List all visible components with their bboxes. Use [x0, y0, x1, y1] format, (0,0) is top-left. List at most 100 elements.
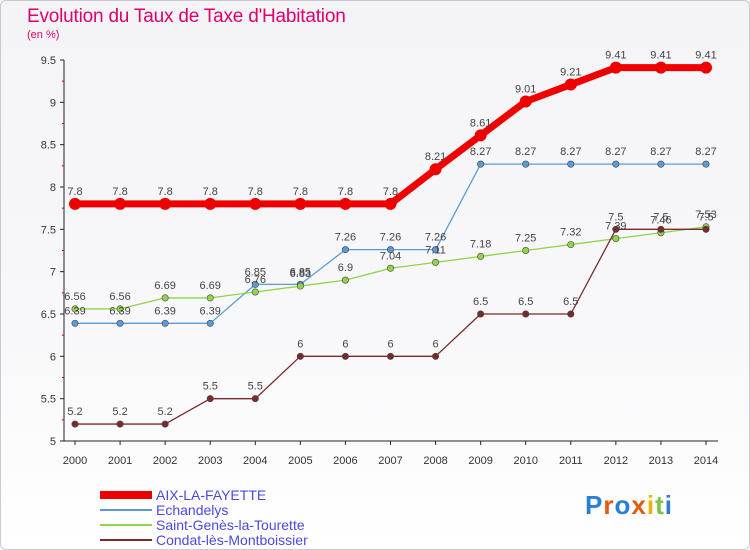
data-point [609, 61, 622, 74]
logo-letter: o [614, 490, 632, 520]
data-label: 7.8 [157, 186, 172, 198]
data-label: 7.8 [67, 186, 82, 198]
data-point [432, 258, 440, 266]
x-tick-label: 2006 [333, 455, 357, 467]
data-point [116, 305, 124, 313]
data-point [386, 246, 394, 254]
series-3 [71, 225, 710, 428]
series-1 [71, 160, 710, 327]
data-point [522, 310, 530, 318]
data-label: 6.69 [154, 280, 175, 292]
data-point [69, 197, 81, 210]
data-label: 7.5 [653, 211, 668, 223]
x-tick-label: 2007 [378, 455, 402, 467]
data-point [612, 235, 620, 243]
data-point [114, 197, 127, 210]
data-point [206, 319, 214, 327]
y-tick-label: 5.5 [41, 394, 56, 406]
data-point [339, 197, 352, 210]
data-point [567, 310, 575, 318]
x-tick-label: 2001 [108, 455, 132, 467]
data-label: 7.04 [380, 250, 401, 262]
data-label: 7.26 [335, 232, 356, 244]
legend-label: AIX-LA-FAYETTE [156, 487, 266, 503]
logo-letter: i [646, 490, 656, 520]
data-point [432, 246, 440, 254]
data-label: 7.8 [338, 186, 353, 198]
data-label: 7.8 [248, 186, 263, 198]
data-label: 6 [387, 338, 393, 350]
data-label: 8.21 [425, 151, 446, 163]
data-label: 6 [297, 338, 303, 350]
data-point [654, 61, 667, 74]
data-point [116, 319, 124, 327]
x-tick-label: 2008 [423, 455, 447, 467]
data-label: 5.2 [112, 406, 127, 418]
data-label: 6.5 [473, 296, 488, 308]
data-label: 8.61 [470, 117, 491, 129]
y-tick-label: 7 [50, 267, 56, 279]
data-label: 6.85 [245, 266, 266, 278]
data-label: 7.32 [560, 227, 581, 239]
data-label: 7.5 [608, 211, 623, 223]
data-point [296, 352, 304, 360]
x-tick-label: 2005 [288, 455, 312, 467]
x-tick-label: 2012 [604, 455, 628, 467]
logo-letter: i [664, 490, 673, 520]
data-label: 6 [342, 338, 348, 350]
data-point [474, 129, 487, 142]
data-point [657, 160, 665, 168]
data-label: 7.11 [425, 244, 446, 256]
data-point [159, 197, 172, 210]
x-tick-label: 2010 [513, 455, 537, 467]
y-tick-label: 8 [50, 182, 56, 194]
data-point [386, 352, 394, 360]
y-tick-label: 7.5 [41, 224, 56, 236]
logo-letter: P [585, 490, 604, 520]
data-label: 6.39 [200, 305, 221, 317]
data-point [429, 163, 442, 176]
data-label: 7.5 [698, 211, 713, 223]
data-label: 6.39 [64, 305, 85, 317]
data-point [702, 160, 710, 168]
data-label: 7.26 [380, 232, 401, 244]
data-label: 9.01 [515, 83, 536, 95]
data-label: 7.39 [605, 221, 626, 233]
data-label: 8.27 [695, 146, 716, 158]
data-label: 8.27 [470, 146, 491, 158]
y-tick-label: 6.5 [41, 309, 56, 321]
data-label: 6.39 [154, 305, 175, 317]
data-point [702, 225, 710, 233]
series-0 [69, 61, 712, 210]
data-point [251, 395, 259, 403]
data-point [71, 319, 79, 327]
x-tick-label: 2003 [198, 455, 222, 467]
data-point [519, 95, 532, 108]
data-label: 6.5 [518, 296, 533, 308]
data-label: 6.69 [200, 280, 221, 292]
data-label: 8.27 [605, 146, 626, 158]
data-label: 7.8 [203, 186, 218, 198]
legend-label: Saint-Genès-la-Tourette [156, 517, 305, 533]
data-label: 7.53 [695, 209, 716, 221]
x-tick-label: 2011 [559, 455, 583, 467]
data-label: 6 [433, 338, 439, 350]
data-label: 5.5 [248, 381, 263, 393]
data-label: 7.26 [425, 232, 446, 244]
data-point [567, 160, 575, 168]
data-label: 7.8 [112, 186, 127, 198]
y-tick-label: 9 [50, 97, 56, 109]
data-point [522, 160, 530, 168]
data-point [522, 247, 530, 255]
series-line [75, 64, 706, 208]
x-tick-label: 2002 [153, 455, 177, 467]
data-point [116, 420, 124, 428]
x-tick-label: 2013 [649, 455, 673, 467]
y-tick-label: 5 [50, 436, 56, 448]
data-point [477, 160, 485, 168]
data-point [161, 319, 169, 327]
data-label: 9.41 [650, 50, 671, 62]
data-label: 9.41 [605, 50, 626, 62]
data-point [206, 395, 214, 403]
